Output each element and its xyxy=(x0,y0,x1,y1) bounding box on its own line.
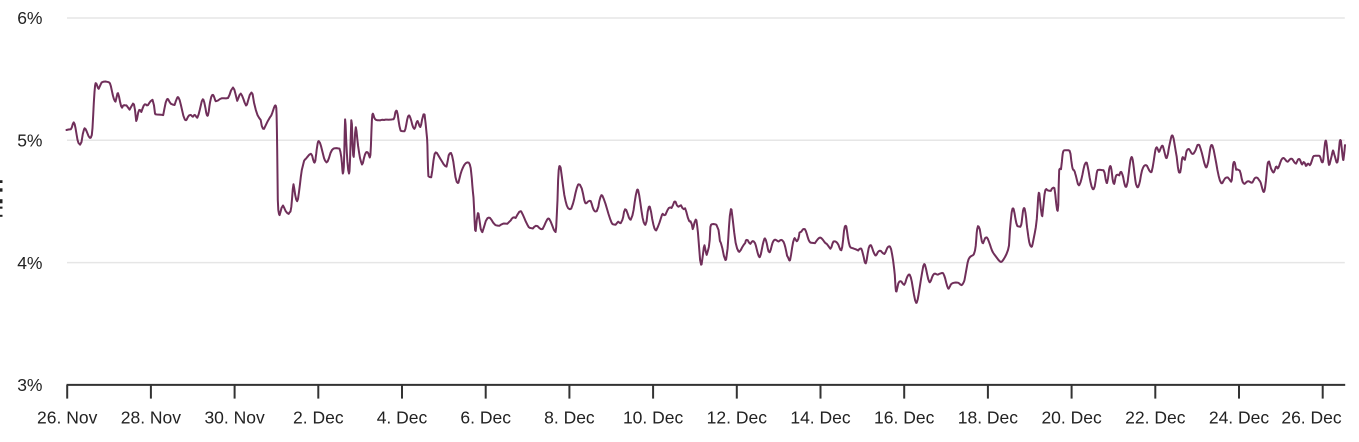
svg-text:14. Dec: 14. Dec xyxy=(790,408,851,428)
svg-text:6. Dec: 6. Dec xyxy=(460,408,511,428)
svg-text:24. Dec: 24. Dec xyxy=(1209,408,1270,428)
svg-text:3%: 3% xyxy=(17,375,42,395)
svg-text:22. Dec: 22. Dec xyxy=(1125,408,1186,428)
svg-text:20. Dec: 20. Dec xyxy=(1041,408,1102,428)
svg-text:8. Dec: 8. Dec xyxy=(544,408,595,428)
svg-text:18. Dec: 18. Dec xyxy=(958,408,1019,428)
svg-text:5%: 5% xyxy=(17,131,42,151)
svg-text:30. Nov: 30. Nov xyxy=(204,408,265,428)
svg-text:10. Dec: 10. Dec xyxy=(623,408,684,428)
svg-text:28. Nov: 28. Nov xyxy=(121,408,182,428)
svg-text:6%: 6% xyxy=(17,8,42,28)
svg-text:4%: 4% xyxy=(17,253,42,273)
svg-text:26. Nov: 26. Nov xyxy=(37,408,98,428)
svg-text:2. Dec: 2. Dec xyxy=(293,408,344,428)
svg-text:26. Dec: 26. Dec xyxy=(1281,408,1342,428)
svg-text:12. Dec: 12. Dec xyxy=(707,408,768,428)
svg-text:16. Dec: 16. Dec xyxy=(874,408,935,428)
svg-text:4. Dec: 4. Dec xyxy=(377,408,428,428)
